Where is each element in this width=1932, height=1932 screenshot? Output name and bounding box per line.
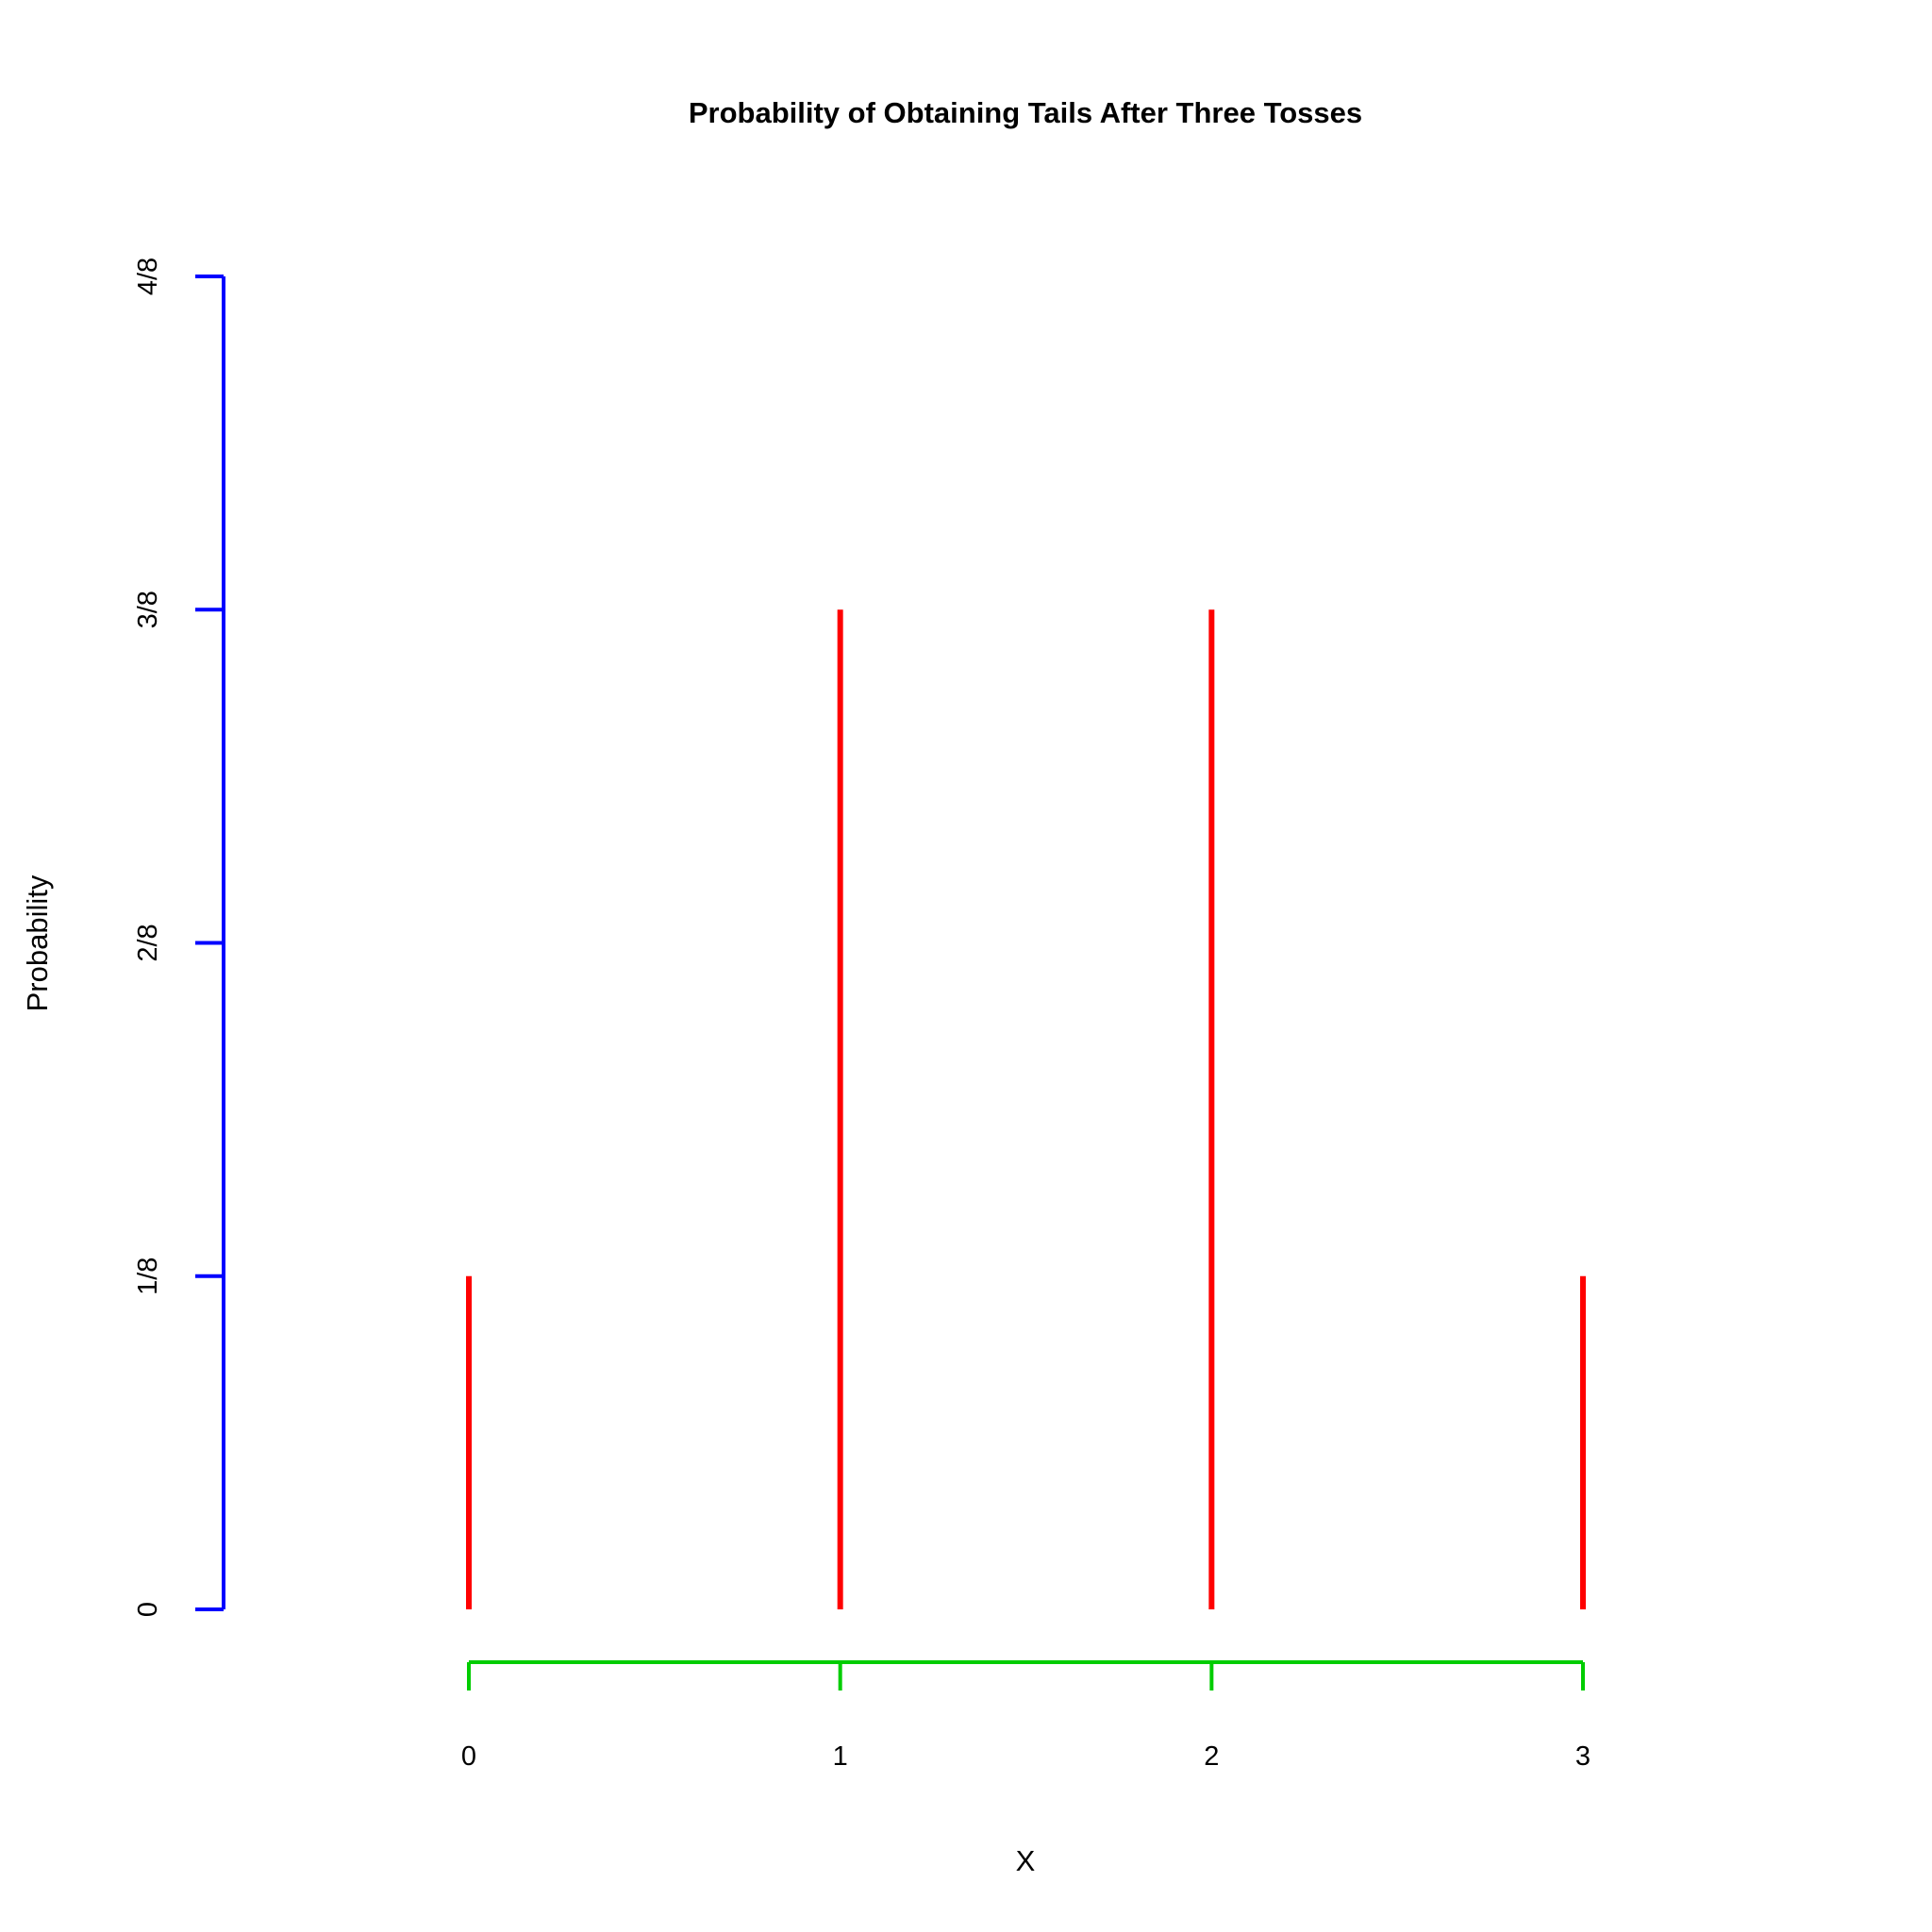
bars	[466, 609, 1586, 1609]
y-tick-label: 1/8	[133, 1257, 163, 1295]
y-tick-label: 4/8	[133, 258, 163, 295]
x-tick-label: 2	[1204, 1741, 1219, 1772]
y-tick-label: 0	[133, 1602, 163, 1617]
y-tick-label: 3/8	[133, 591, 163, 628]
y-axis-title: Probability	[21, 874, 54, 1011]
y-axis: 0 1/8 2/8 3/8 4/8	[133, 258, 225, 1617]
x-axis: 0 1 2 3	[461, 1660, 1591, 1772]
x-tick-label: 3	[1575, 1741, 1591, 1772]
x-tick-label: 1	[833, 1741, 848, 1772]
y-tick-label: 2/8	[133, 924, 163, 961]
x-tick-label: 0	[461, 1741, 476, 1772]
x-axis-title: X	[1016, 1844, 1036, 1877]
chart-title: Probability of Obtaining Tails After Thr…	[689, 96, 1362, 129]
